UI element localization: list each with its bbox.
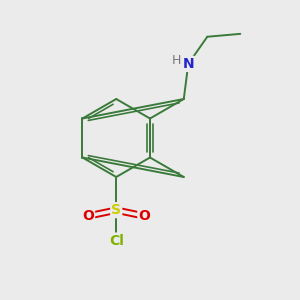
Text: H: H — [172, 54, 182, 67]
Text: O: O — [82, 209, 94, 223]
Text: Cl: Cl — [109, 234, 124, 248]
Text: O: O — [138, 209, 150, 223]
Text: N: N — [182, 57, 194, 71]
Text: S: S — [111, 203, 121, 217]
